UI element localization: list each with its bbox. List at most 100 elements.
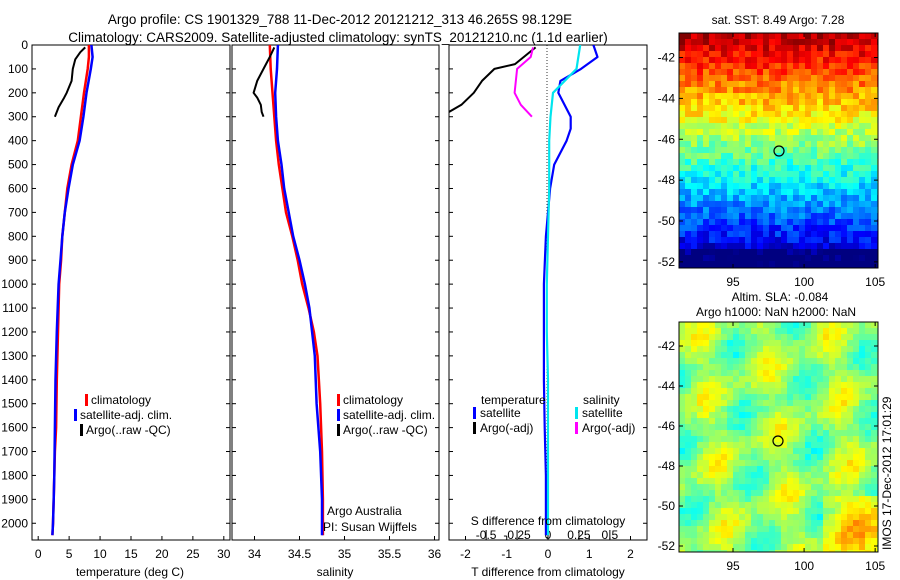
map-cell [811, 388, 818, 395]
map-cell [847, 328, 854, 335]
map-cell [835, 406, 842, 413]
map-cell [691, 189, 698, 196]
map-cell [871, 63, 878, 70]
map-cell [775, 63, 782, 70]
map-cell [751, 328, 758, 335]
map-cell [775, 376, 782, 383]
map-cell [697, 418, 704, 425]
map-cell [691, 81, 698, 88]
map-cell [853, 322, 860, 329]
map-cell [865, 466, 872, 473]
map-cell [823, 123, 830, 130]
map-cell [727, 388, 734, 395]
map-cell [733, 129, 740, 136]
map-cell [697, 249, 704, 256]
map-cell [787, 117, 794, 124]
map-cell [817, 346, 824, 353]
x-tick-label: 15 [124, 547, 138, 561]
map-cell [703, 532, 710, 539]
map-cell [745, 544, 752, 551]
map-cell [697, 484, 704, 491]
map-cell [799, 436, 806, 443]
map-cell [763, 322, 770, 329]
map-cell [703, 502, 710, 509]
map-cell [823, 111, 830, 118]
map-cell [781, 322, 788, 329]
map-cell [703, 418, 710, 425]
map-cell [715, 412, 722, 419]
map-cell [787, 261, 794, 268]
map-cell [835, 51, 842, 58]
x-tick-label: 0 [545, 547, 552, 561]
map-cell [811, 532, 818, 539]
map-cell [829, 346, 836, 353]
map-cell [697, 171, 704, 178]
map-cell [811, 376, 818, 383]
map-cell [781, 550, 788, 553]
map-cell [871, 51, 878, 58]
map-cell [721, 388, 728, 395]
map-cell [703, 159, 710, 166]
map-cell [721, 370, 728, 377]
map-cell [847, 478, 854, 485]
map-cell [691, 183, 698, 190]
map-cell [787, 322, 794, 329]
map-cell [823, 33, 830, 40]
map-cell [841, 460, 848, 467]
map-cell [793, 466, 800, 473]
map-cell [799, 448, 806, 455]
map-cell [853, 135, 860, 142]
map-cell [763, 219, 770, 226]
map-cell [727, 225, 734, 232]
map-cell [823, 237, 830, 244]
map-cell [703, 340, 710, 347]
map-cell [703, 81, 710, 88]
map-cell [685, 370, 692, 377]
map-cell [679, 496, 686, 503]
map-cell [727, 87, 734, 94]
map-cell [823, 502, 830, 509]
map-cell [817, 538, 824, 545]
map-cell [871, 466, 878, 473]
sst-map-panel: sat. SST: 8.49 Argo: 7.28 -42-44-46-48-5… [658, 13, 886, 289]
map-cell [799, 189, 806, 196]
map-cell [739, 412, 746, 419]
map-cell [847, 436, 854, 443]
map-cell [811, 370, 818, 377]
map-cell [865, 484, 872, 491]
map-cell [703, 538, 710, 545]
map-cell [715, 93, 722, 100]
x-tick-label: 1 [586, 547, 593, 561]
map-cell [787, 51, 794, 58]
map-cell [793, 484, 800, 491]
map-cell [745, 478, 752, 485]
map-cell [691, 237, 698, 244]
map-cell [859, 75, 866, 82]
map-cell [691, 508, 698, 515]
map-cell [763, 195, 770, 202]
map-cell [727, 237, 734, 244]
map-cell [799, 183, 806, 190]
map-cell [799, 322, 806, 329]
map-cell [811, 105, 818, 112]
map-cell [775, 502, 782, 509]
map-cell [781, 460, 788, 467]
map-cell [817, 39, 824, 46]
map-cell [709, 520, 716, 527]
map-cell [739, 454, 746, 461]
map-cell [757, 340, 764, 347]
map-cell [751, 57, 758, 64]
map-cell [871, 334, 878, 341]
map-cell [733, 400, 740, 407]
map-cell [721, 213, 728, 220]
map-cell [841, 502, 848, 509]
map-cell [745, 51, 752, 58]
map-cell [829, 352, 836, 359]
map-cell [817, 249, 824, 256]
map-cell [865, 496, 872, 503]
map-cell [733, 550, 740, 553]
map-cell [823, 382, 830, 389]
map-cell [865, 520, 872, 527]
map-cell [853, 93, 860, 100]
map-cell [853, 346, 860, 353]
